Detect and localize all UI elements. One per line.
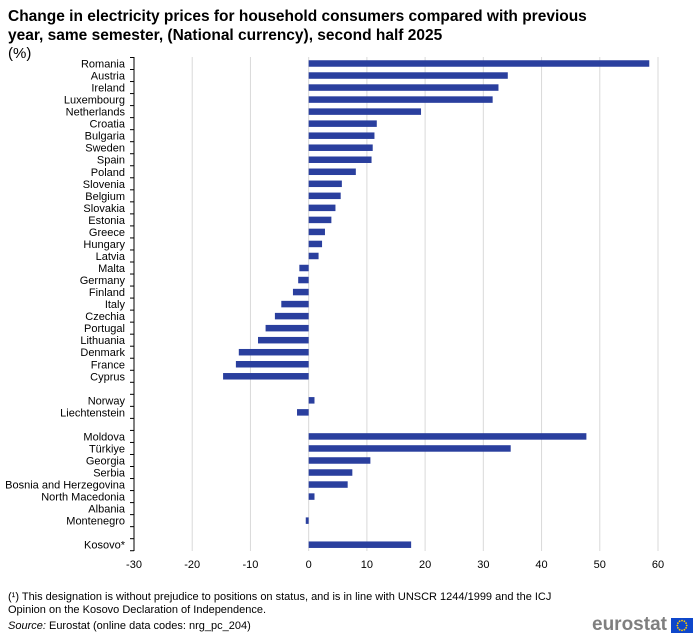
- bar: [308, 84, 499, 91]
- x-tick-label: 40: [535, 559, 547, 571]
- eurostat-logo: eurostat: [592, 614, 693, 636]
- category-label: Slovakia: [83, 203, 125, 215]
- bar: [308, 156, 372, 163]
- category-label: Moldova: [83, 431, 125, 443]
- bar: [281, 300, 309, 308]
- bar: [308, 144, 373, 151]
- category-label: Finland: [89, 287, 125, 299]
- eu-flag-icon: [670, 617, 693, 633]
- category-label: Kosovo*: [84, 540, 126, 552]
- category-label: Denmark: [80, 347, 125, 359]
- bar: [308, 397, 315, 404]
- category-label: Montenegro: [66, 516, 125, 528]
- category-label: Luxembourg: [64, 95, 125, 107]
- chart-subtitle: (%): [8, 45, 32, 62]
- category-label: Albania: [88, 504, 126, 516]
- category-label: Malta: [98, 263, 126, 275]
- category-label: Norway: [88, 395, 126, 407]
- chart-title: Change in electricity prices for househo…: [8, 8, 587, 44]
- bar: [308, 469, 353, 476]
- bar: [298, 276, 309, 284]
- category-label: Spain: [97, 155, 125, 167]
- bar: [308, 481, 348, 488]
- source-label: Source:: [8, 620, 46, 632]
- source-text: Eurostat (online data codes: nrg_pc_204): [45, 620, 251, 632]
- category-label: Hungary: [83, 239, 125, 251]
- category-label: Czechia: [85, 311, 126, 323]
- bar: [223, 373, 309, 380]
- bar: [299, 264, 309, 272]
- bar: [292, 288, 309, 296]
- category-label: Serbia: [93, 468, 126, 480]
- bar: [308, 204, 336, 212]
- category-label: Belgium: [85, 191, 125, 203]
- bar: [308, 445, 511, 452]
- category-label: Italy: [105, 299, 126, 311]
- bar: [308, 132, 375, 139]
- bar: [308, 433, 587, 440]
- bar: [308, 240, 323, 248]
- category-label: North Macedonia: [41, 492, 126, 504]
- category-label: Greece: [89, 227, 125, 239]
- x-tick-label: 30: [477, 559, 489, 571]
- category-label: Bosnia and Herzegovina: [5, 480, 126, 492]
- x-tick-label: 0: [306, 559, 312, 571]
- bar-chart: -30 -20 -10 0 10 20 30 40 50 60 RomaniaAustriaIrel…: [5, 56, 664, 571]
- category-label: Croatia: [90, 119, 126, 131]
- bar: [308, 120, 377, 127]
- category-label: Bulgaria: [85, 131, 126, 143]
- footnote: (¹) This designation is without prejudic…: [8, 591, 552, 616]
- bar: [308, 96, 493, 103]
- category-label: Sweden: [85, 143, 125, 155]
- category-label: Ireland: [91, 83, 125, 95]
- category-label: Liechtenstein: [60, 407, 125, 419]
- bar: [308, 60, 650, 67]
- category-label: Portugal: [84, 323, 125, 335]
- category-label: Cyprus: [90, 371, 125, 383]
- bar: [308, 192, 341, 200]
- bar: [308, 72, 508, 79]
- category-label: Latvia: [96, 251, 126, 263]
- category-label: Romania: [81, 59, 126, 71]
- bar: [308, 216, 332, 224]
- category-label: Estonia: [88, 215, 126, 227]
- bar: [308, 493, 315, 500]
- category-label: Poland: [91, 167, 125, 179]
- x-tick-label: -30: [126, 559, 142, 571]
- bar: [308, 180, 342, 188]
- bar: [308, 168, 356, 176]
- category-label: Netherlands: [66, 107, 126, 119]
- bar: [305, 517, 309, 524]
- x-tick-label: 10: [361, 559, 373, 571]
- category-label: Lithuania: [80, 335, 126, 347]
- source-line: Source: Eurostat (online data codes: nrg…: [8, 620, 251, 632]
- x-tick-label: -10: [242, 559, 258, 571]
- bar: [308, 108, 422, 115]
- category-label: Slovenia: [83, 179, 126, 191]
- bar: [308, 228, 325, 236]
- category-label: Germany: [80, 275, 126, 287]
- x-tick-label: 60: [652, 559, 664, 571]
- bar: [297, 409, 309, 416]
- x-tick-label: 20: [419, 559, 431, 571]
- logo-text: eurostat: [592, 614, 667, 635]
- bar: [238, 348, 309, 356]
- x-tick-label: 50: [594, 559, 606, 571]
- bar: [308, 252, 319, 260]
- bar: [265, 324, 309, 332]
- bar: [308, 457, 371, 464]
- x-tick-label: -20: [184, 559, 200, 571]
- category-label: Georgia: [86, 455, 126, 467]
- bar: [274, 312, 309, 320]
- bar: [308, 541, 412, 548]
- bar: [258, 336, 309, 344]
- bar: [235, 361, 309, 368]
- category-label: Türkiye: [89, 443, 125, 455]
- category-label: France: [91, 359, 125, 371]
- category-label: Austria: [91, 71, 126, 83]
